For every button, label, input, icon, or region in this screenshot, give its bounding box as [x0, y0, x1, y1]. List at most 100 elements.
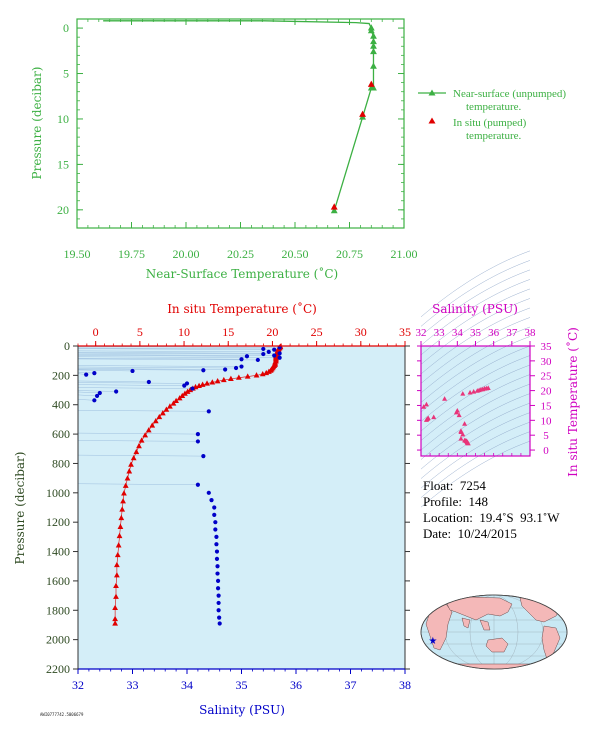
temperature-point: [136, 442, 142, 449]
ts-y-tick-label: 15: [541, 400, 553, 412]
ns-pumped-point: [359, 110, 366, 117]
salinity-point: [266, 349, 271, 354]
salinity-point: [213, 527, 218, 532]
profile-y-label: Pressure (decibar): [13, 452, 27, 565]
ns-y-tick-label: 20: [57, 203, 69, 217]
salinity-point: [244, 354, 250, 359]
salinity-tick-label: 33: [127, 678, 139, 692]
profile-plot: [84, 343, 284, 626]
ts-point: [442, 396, 448, 401]
pressure-tick-label: 1800: [46, 603, 70, 617]
ns-x-tick-label: 20.50: [282, 247, 309, 261]
temperature-point: [184, 388, 191, 394]
near-surface-x-ticks: 19.50 19.75 20.00 20.25 20.50 20.75 21.00: [64, 19, 418, 261]
float-location: Location: 19.4˚S 93.1˚W: [423, 510, 560, 525]
salinity-point: [130, 368, 135, 374]
ts-density-contour: [420, 440, 531, 508]
ts-salinity-ticks: 32 33 34 35 36 37 38: [416, 327, 537, 456]
salinity-point: [216, 600, 221, 606]
ts-density-contours: [420, 250, 531, 508]
ts-y-tick-label: 25: [541, 371, 553, 383]
salinity-tick-label: 34: [181, 678, 193, 692]
ts-right-label: In situ Temperature (˚C): [565, 327, 580, 477]
temperature-point: [114, 551, 121, 558]
ns-y-tick-label: 0: [63, 21, 69, 35]
ts-density-contour: [420, 288, 531, 356]
profile-guide-line: [77, 358, 242, 360]
ns-y-tick-label: 5: [63, 67, 69, 81]
ts-top-label: Salinity (PSU): [432, 302, 518, 316]
temp-tick-label: 25: [311, 325, 323, 339]
salinity-point: [277, 355, 282, 360]
profile-guide-line: [77, 354, 275, 356]
temperature-point: [126, 468, 133, 474]
float-number: Float: 7254: [423, 478, 486, 493]
profile-guide-line: [77, 390, 117, 392]
temperature-point: [113, 582, 119, 588]
legend-marker-pumped: [428, 117, 436, 124]
temperature-point: [259, 370, 266, 377]
profile-guide-line: [77, 483, 198, 485]
ts-density-contour: [420, 383, 531, 451]
salinity-tick-label: 37: [345, 678, 357, 692]
profile-guide-line: [77, 454, 204, 457]
pressure-tick-label: 2000: [46, 633, 70, 647]
temperature-point: [119, 506, 126, 512]
temperature-point: [114, 572, 120, 578]
pressure-tick-label: 1400: [46, 545, 70, 559]
temperature-point: [173, 397, 179, 403]
salinity-point: [84, 372, 89, 377]
near-surface-chart: 19.50 19.75 20.00 20.25 20.50 20.75 21.00 0 5 10…: [30, 18, 566, 281]
temperature-point: [179, 392, 186, 398]
ns-x-tick-label: 20.00: [173, 247, 200, 261]
temperature-point: [253, 372, 260, 378]
ts-x-tick-label: 36: [488, 327, 500, 339]
salinity-point: [233, 365, 239, 371]
salinity-point: [201, 454, 206, 459]
temperature-point: [156, 413, 163, 420]
ts-x-tick-label: 34: [452, 327, 464, 339]
legend-marker-unpumped: [428, 89, 436, 96]
profile-guide-line: [77, 352, 280, 354]
profile-guide-line: [77, 380, 149, 383]
profile-bottom-label: Salinity (PSU): [199, 703, 285, 717]
ts-point: [423, 417, 429, 422]
salinity-point: [217, 615, 222, 620]
ts-x-tick-label: 37: [506, 327, 518, 339]
temperature-point: [122, 482, 129, 488]
salinity-point: [206, 409, 211, 414]
pressure-tick-label: 1200: [46, 515, 70, 529]
salinity-point: [255, 357, 260, 363]
map-australia: [485, 637, 509, 653]
temperature-point: [235, 374, 242, 380]
profile-guide-line: [77, 440, 198, 442]
profile-guide-line: [77, 384, 185, 386]
ns-pumped-point: [367, 80, 375, 87]
legend-label-pumped-2: temperature.: [466, 130, 522, 142]
pressure-tick-label: 2200: [46, 662, 70, 676]
ts-density-contour: [420, 326, 531, 394]
salinity-point: [201, 368, 206, 373]
ts-x-tick-label: 38: [525, 327, 537, 339]
ts-density-contour: [420, 393, 531, 460]
profile-guide-line: [77, 432, 198, 435]
profile-pressure-ticks: 0 200 400 600 800 1000 1200 1400 1600 1800 2000 220…: [46, 339, 410, 676]
ts-y-tick-label: 10: [541, 415, 553, 427]
ts-x-tick-label: 33: [434, 327, 446, 339]
ts-point: [458, 435, 464, 441]
ts-point: [462, 421, 468, 426]
ts-density-contour: [420, 279, 531, 346]
salinity-point: [216, 608, 221, 613]
legend-label-unpumped-2: temperature.: [466, 101, 522, 113]
salinity-point: [272, 347, 277, 352]
pressure-tick-label: 1000: [46, 486, 70, 500]
ts-point: [474, 388, 480, 393]
ns-unpumped-point: [367, 84, 375, 91]
profile-guide-line: [77, 368, 226, 370]
near-surface-frame: [76, 18, 405, 229]
salinity-point: [239, 364, 244, 369]
ts-density-contour: [420, 355, 531, 422]
temperature-point: [176, 395, 183, 401]
temperature-point: [114, 561, 120, 568]
